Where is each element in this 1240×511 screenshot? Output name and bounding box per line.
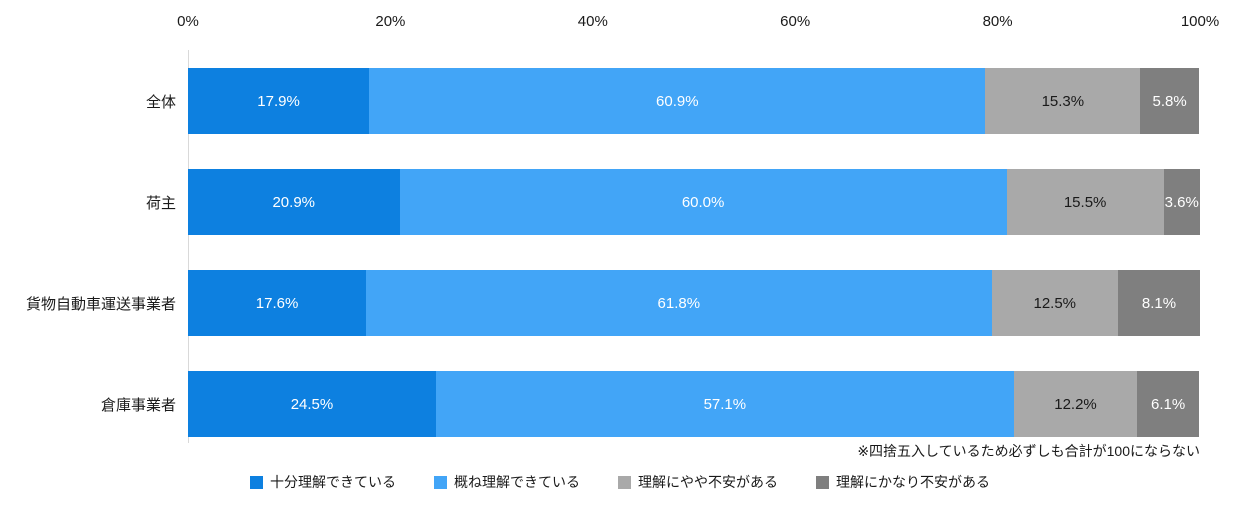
x-tick-label: 0% xyxy=(177,13,199,30)
category-label: 倉庫事業者 xyxy=(100,396,176,414)
bar-segment: 17.6% xyxy=(188,270,367,336)
bar-track: 17.9% 60.9% 15.3% 5.8% xyxy=(188,68,1200,134)
bar-segment: 17.9% xyxy=(188,68,370,134)
bar-segment: 57.1% xyxy=(435,371,1014,437)
legend-swatch-icon xyxy=(250,475,263,489)
bar-segment: 15.3% xyxy=(985,68,1141,134)
bar-segment: 8.1% xyxy=(1118,270,1200,336)
bar-segment: 5.8% xyxy=(1140,68,1199,134)
bar-segment: 20.9% xyxy=(188,169,400,235)
legend-item: 理解にかなり不安がある xyxy=(816,472,990,492)
bar-rows: 全体 17.9% 60.9% 15.3% 5.8% 荷主 20.9% 60.0% 15.5% 3.… xyxy=(0,68,1200,437)
legend-item: 概ね理解できている xyxy=(434,472,580,492)
legend-label: 理解にやや不安がある xyxy=(638,474,778,490)
bar-row: 倉庫事業者 24.5% 57.1% 12.2% 6.1% xyxy=(0,371,1200,437)
legend-item: 理解にやや不安がある xyxy=(618,472,778,492)
category-label: 全体 xyxy=(145,93,176,111)
bar-segment: 6.1% xyxy=(1137,371,1199,437)
bar-segment: 61.8% xyxy=(366,270,992,336)
legend-swatch-icon xyxy=(434,475,447,489)
y-axis-line xyxy=(188,50,189,443)
bar-segment: 60.9% xyxy=(369,68,986,134)
bar-track: 20.9% 60.0% 15.5% 3.6% xyxy=(188,169,1200,235)
x-axis: 0% 20% 40% 60% 80% 100% xyxy=(177,13,1219,35)
x-tick-label: 100% xyxy=(1180,13,1220,30)
x-tick-label: 80% xyxy=(982,13,1013,30)
bar-segment: 12.5% xyxy=(991,270,1119,336)
bar-row: 全体 17.9% 60.9% 15.3% 5.8% xyxy=(0,68,1200,134)
category-label: 貨物自動車運送事業者 xyxy=(25,295,176,313)
bar-segment: 15.5% xyxy=(1006,169,1164,235)
legend-item: 十分理解できている xyxy=(250,472,396,492)
legend-label: 十分理解できている xyxy=(270,474,396,490)
x-tick-label: 20% xyxy=(375,13,406,30)
x-tick-label: 60% xyxy=(780,13,811,30)
legend-label: 概ね理解できている xyxy=(454,474,580,490)
bar-row: 貨物自動車運送事業者 17.6% 61.8% 12.5% 8.1% xyxy=(0,270,1200,336)
bar-segment: 3.6% xyxy=(1163,169,1200,235)
rounding-note: ※四捨五入しているため必ずしも合計が100にならない xyxy=(857,443,1200,459)
bar-track: 17.6% 61.8% 12.5% 8.1% xyxy=(188,270,1200,336)
bar-segment: 12.2% xyxy=(1013,371,1138,437)
legend-label: 理解にかなり不安がある xyxy=(836,474,990,490)
bar-track: 24.5% 57.1% 12.2% 6.1% xyxy=(188,371,1200,437)
legend-swatch-icon xyxy=(816,475,829,489)
bar-segment: 24.5% xyxy=(188,371,436,437)
legend-swatch-icon xyxy=(618,475,631,489)
x-tick-label: 40% xyxy=(577,13,608,30)
bar-row: 荷主 20.9% 60.0% 15.5% 3.6% xyxy=(0,169,1200,235)
bar-segment: 60.0% xyxy=(399,169,1007,235)
category-label: 荷主 xyxy=(145,194,176,212)
legend: 十分理解できている 概ね理解できている 理解にやや不安がある 理解にかなり不安がある xyxy=(0,472,1240,492)
